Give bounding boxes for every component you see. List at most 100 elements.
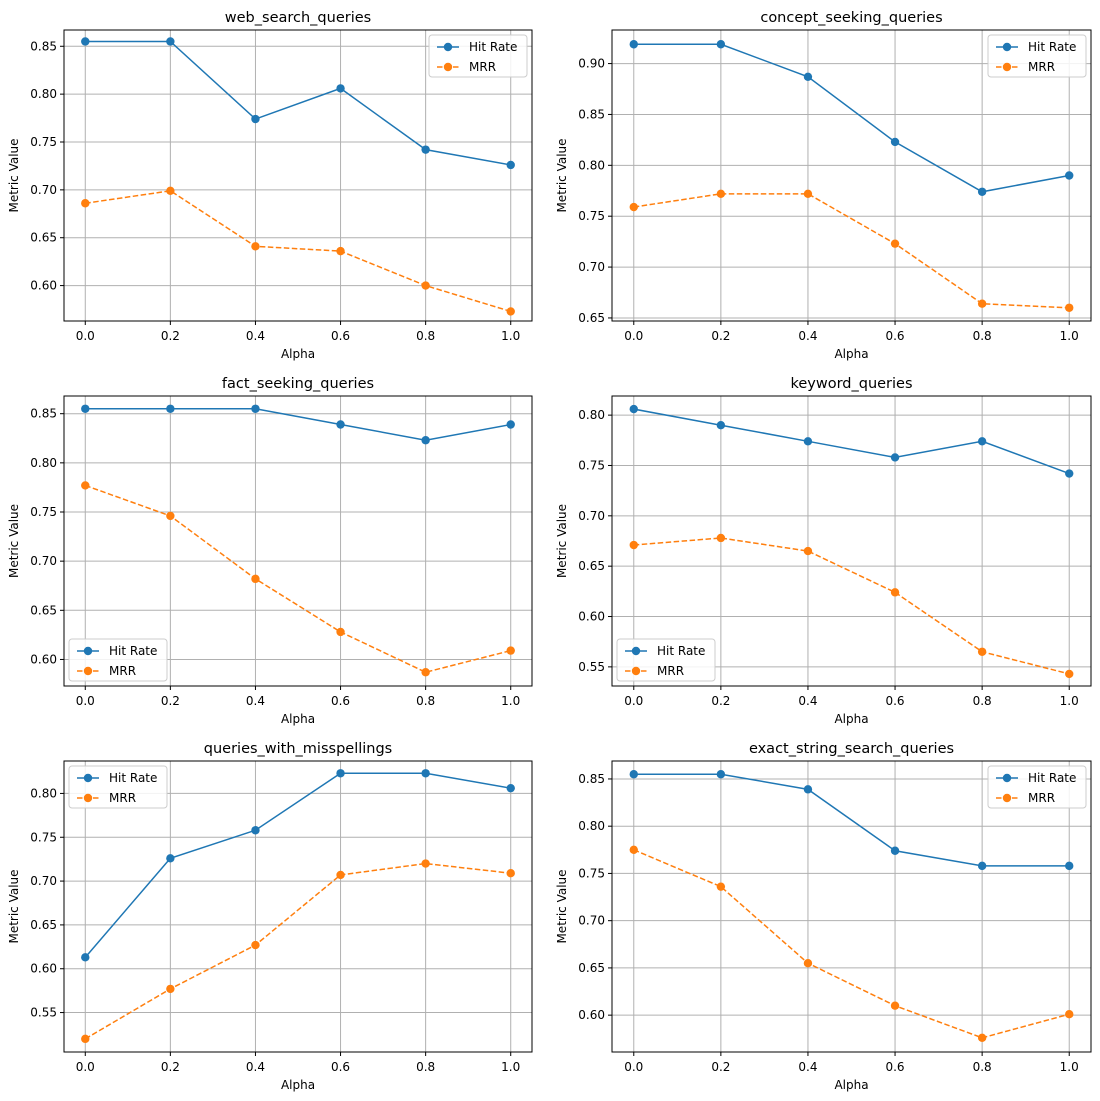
data-point-1 (716, 533, 726, 543)
legend-label: MRR (109, 664, 136, 678)
legend-label: Hit Rate (469, 40, 517, 54)
legend-marker-1 (1002, 62, 1012, 72)
data-point-1 (336, 870, 345, 880)
data-point-1 (629, 540, 638, 550)
x-tick-label: 0.2 (161, 1060, 180, 1074)
x-tick-label: 0.8 (416, 329, 435, 343)
data-point-0 (803, 72, 813, 82)
y-tick-label: 0.80 (30, 786, 57, 800)
series-line-1 (84, 862, 511, 1040)
data-point-1 (803, 189, 813, 199)
chart-title: web_search_queries (225, 10, 371, 26)
data-point-0 (421, 436, 430, 445)
data-point-0 (1065, 861, 1074, 871)
data-point-0 (81, 37, 90, 46)
y-tick-label: 0.90 (578, 57, 605, 71)
x-axis-label: Alpha (281, 712, 315, 726)
legend-marker-0 (83, 773, 93, 783)
legend-marker-0 (83, 646, 93, 656)
y-tick-label: 0.75 (578, 866, 605, 880)
data-point-1 (251, 574, 260, 584)
series-line-1 (633, 537, 1070, 675)
data-point-1 (251, 940, 260, 950)
y-axis-label: Metric Value (7, 869, 21, 943)
y-tick-label: 0.60 (30, 652, 57, 666)
plot-frame (63, 760, 533, 1053)
legend-marker-1 (83, 666, 93, 676)
y-tick-label: 0.60 (30, 279, 57, 293)
y-axis-label: Metric Value (7, 138, 21, 212)
x-tick-label: 0.2 (161, 329, 180, 343)
data-point-0 (629, 770, 638, 779)
series-line-0 (85, 40, 511, 166)
series-line-1 (85, 484, 511, 674)
plot-frame (63, 29, 533, 322)
legend-marker-1 (443, 62, 453, 72)
data-point-0 (421, 145, 430, 154)
data-point-1 (1065, 303, 1074, 312)
data-point-0 (166, 404, 175, 413)
data-point-0 (506, 420, 515, 429)
x-tick-label: 0.4 (246, 694, 265, 708)
legend-marker-0 (1002, 42, 1012, 52)
legend: Hit Rate MRR (68, 765, 168, 809)
x-tick-label: 0.6 (885, 329, 904, 343)
y-tick-label: 0.55 (30, 1006, 57, 1020)
data-point-1 (629, 202, 638, 212)
x-tick-label: 0.0 (624, 1060, 643, 1074)
y-tick-label: 0.60 (578, 1008, 605, 1022)
data-point-0 (251, 826, 260, 835)
legend-label: Hit Rate (1028, 40, 1076, 54)
legend-label: Hit Rate (109, 644, 157, 658)
x-tick-label: 1.0 (1060, 1060, 1079, 1074)
data-point-0 (716, 770, 726, 779)
chart-title: fact_seeking_queries (222, 376, 374, 392)
data-point-1 (251, 242, 260, 251)
y-tick-label: 0.70 (30, 554, 57, 568)
y-tick-label: 0.65 (30, 603, 57, 617)
legend-marker-0 (631, 646, 641, 656)
x-axis-label: Alpha (281, 347, 315, 361)
x-tick-label: 1.0 (501, 329, 520, 343)
y-tick-label: 0.75 (578, 209, 605, 223)
data-point-0 (716, 40, 726, 49)
x-tick-label: 0.8 (973, 329, 992, 343)
legend-label: MRR (469, 60, 496, 74)
data-point-1 (890, 1001, 900, 1010)
plot-frame (611, 760, 1092, 1053)
x-tick-label: 0.6 (331, 1060, 350, 1074)
x-tick-label: 0.8 (416, 694, 435, 708)
data-point-0 (890, 137, 900, 147)
data-point-1 (506, 307, 515, 316)
data-point-0 (81, 404, 90, 413)
data-point-0 (1065, 469, 1074, 478)
data-point-0 (506, 160, 515, 170)
chart-title: queries_with_misspellings (204, 741, 392, 757)
x-tick-label: 0.8 (973, 1060, 992, 1074)
data-point-0 (977, 437, 987, 446)
data-point-1 (977, 1033, 987, 1043)
y-tick-label: 0.80 (578, 819, 605, 833)
y-tick-label: 0.70 (578, 914, 605, 928)
series-line-1 (633, 849, 1070, 1039)
y-tick-label: 0.75 (30, 505, 57, 519)
x-tick-label: 0.6 (885, 1060, 904, 1074)
data-point-1 (336, 627, 345, 637)
data-point-1 (890, 239, 900, 248)
data-point-0 (336, 769, 345, 778)
series-line-0 (633, 408, 1070, 475)
panel-3: 0.0 0.2 0.4 0.6 0.8 1.0 0.55 0.60 0.65 0.70 0.75 0.… (555, 376, 1092, 726)
x-axis-label: Alpha (834, 347, 868, 361)
y-tick-label: 0.70 (30, 874, 57, 888)
x-tick-label: 0.0 (624, 694, 643, 708)
data-point-1 (336, 246, 345, 256)
series-line-1 (85, 190, 511, 313)
chart-title: concept_seeking_queries (760, 10, 942, 26)
x-tick-label: 0.4 (246, 1060, 265, 1074)
x-tick-label: 0.6 (885, 694, 904, 708)
y-tick-label: 0.65 (30, 918, 57, 932)
legend-marker-0 (1002, 773, 1012, 783)
y-tick-label: 0.60 (30, 962, 57, 976)
data-point-0 (890, 453, 900, 462)
